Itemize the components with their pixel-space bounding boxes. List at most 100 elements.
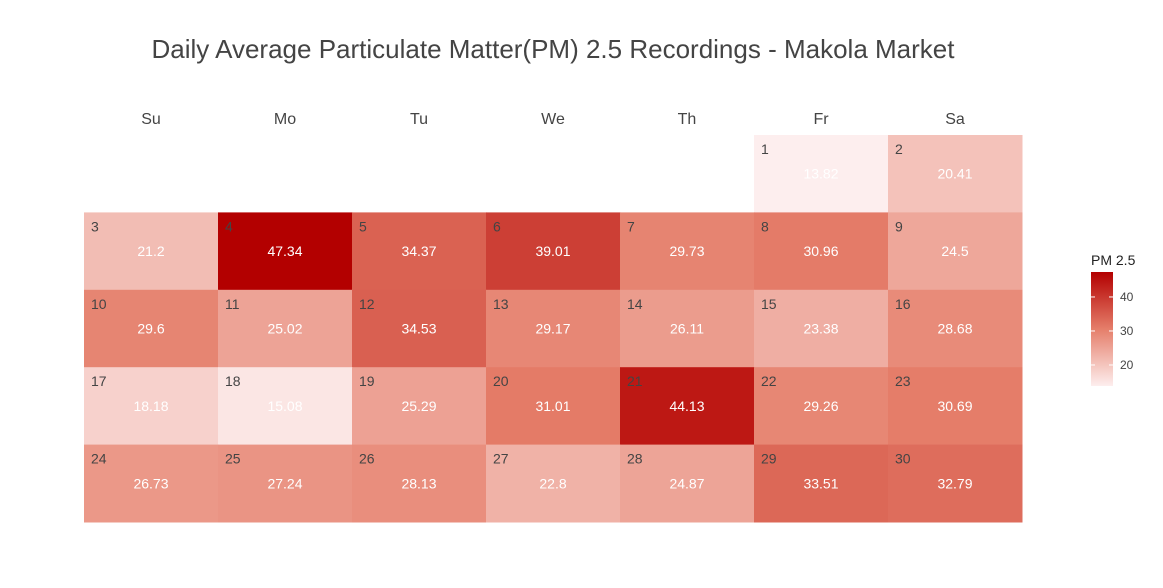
day-number: 24 [91, 451, 107, 467]
day-number: 12 [359, 296, 375, 312]
day-cell-fill [84, 444, 219, 523]
day-cell-13: 13 29.17 [486, 289, 621, 368]
day-cell-26: 26 28.13 [352, 444, 487, 523]
day-cell-fill [888, 289, 1023, 368]
day-cell-fill [486, 289, 621, 368]
day-value: 23.38 [803, 321, 838, 337]
day-cell-9: 924.5 [888, 212, 1023, 291]
day-cell-29: 29 33.51 [754, 444, 889, 523]
day-cell-30: 30 32.79 [888, 444, 1023, 523]
day-cell-fill [888, 212, 1023, 291]
day-number: 4 [225, 218, 233, 234]
day-value: 39.01 [535, 243, 570, 259]
legend-tick-label: 30 [1120, 324, 1134, 338]
day-value: 44.13 [669, 398, 704, 414]
day-value: 29.73 [669, 243, 704, 259]
day-cell-8: 830.96 [754, 212, 889, 291]
day-cell-fill [352, 212, 487, 291]
day-cell-17: 17 18.18 [84, 367, 219, 446]
day-cell-5: 534.37 [352, 212, 487, 291]
day-cell-fill [620, 444, 755, 523]
chart-title: Daily Average Particulate Matter(PM) 2.5… [152, 34, 956, 64]
day-cell-fill [352, 367, 487, 446]
weekday-label-th: Th [678, 111, 697, 128]
day-cell-20: 20 31.01 [486, 367, 621, 446]
day-number: 30 [895, 451, 911, 467]
day-number: 6 [493, 218, 501, 234]
day-cell-12: 12 34.53 [352, 289, 487, 368]
day-value: 24.5 [941, 243, 968, 259]
day-value: 30.69 [937, 398, 972, 414]
day-cell-fill [218, 212, 353, 291]
legend-title: PM 2.5 [1091, 252, 1136, 268]
day-cell-fill [218, 289, 353, 368]
day-value: 25.02 [267, 321, 302, 337]
day-number: 23 [895, 373, 911, 389]
day-value: 28.68 [937, 321, 972, 337]
day-cell-fill [888, 444, 1023, 523]
day-value: 47.34 [267, 243, 302, 259]
day-number: 11 [225, 296, 240, 312]
day-cell-25: 25 27.24 [218, 444, 353, 523]
day-value: 25.29 [401, 398, 436, 414]
legend-tick-label: 20 [1120, 358, 1134, 372]
day-number: 22 [761, 373, 777, 389]
day-cell-10: 10 29.6 [84, 289, 219, 368]
day-number: 3 [91, 218, 99, 234]
day-cell-19: 19 25.29 [352, 367, 487, 446]
day-cell-14: 14 26.11 [620, 289, 755, 368]
day-cell-15: 15 23.38 [754, 289, 889, 368]
day-cell-fill [84, 212, 219, 291]
day-cell-fill [754, 444, 889, 523]
day-number: 14 [627, 296, 643, 312]
weekday-label-sa: Sa [945, 111, 965, 128]
day-value: 29.6 [137, 321, 164, 337]
day-value: 34.37 [401, 243, 436, 259]
day-number: 13 [493, 296, 509, 312]
day-cell-fill [620, 289, 755, 368]
day-value: 28.13 [401, 475, 436, 491]
weekday-label-fr: Fr [813, 111, 829, 128]
day-cell-fill [486, 367, 621, 446]
day-cell-22: 22 29.26 [754, 367, 889, 446]
day-number: 19 [359, 373, 375, 389]
day-value: 27.24 [267, 475, 302, 491]
weekday-label-we: We [541, 111, 565, 128]
day-number: 1 [761, 141, 769, 157]
day-number: 26 [359, 451, 375, 467]
day-cell-fill [352, 444, 487, 523]
day-value: 24.87 [669, 475, 704, 491]
day-cell-fill [218, 444, 353, 523]
day-cell-2: 220.41 [888, 135, 1023, 213]
day-number: 27 [493, 451, 509, 467]
day-cell-11: 11 25.02 [218, 289, 353, 368]
day-cell-27: 27 22.8 [486, 444, 621, 523]
day-value: 18.18 [133, 398, 168, 414]
day-number: 7 [627, 218, 635, 234]
day-cell-18: 18 15.08 [218, 367, 353, 446]
day-cell-fill [620, 367, 755, 446]
day-value: 20.41 [937, 166, 972, 182]
day-number: 25 [225, 451, 241, 467]
day-cell-fill [620, 212, 755, 291]
day-value: 29.17 [535, 321, 570, 337]
weekday-label-su: Su [141, 111, 161, 128]
day-value: 31.01 [535, 398, 570, 414]
legend: PM 2.5 20 30 40 [1091, 252, 1136, 386]
day-value: 26.73 [133, 475, 168, 491]
day-cell-7: 729.73 [620, 212, 755, 291]
legend-ticks: 20 30 40 [1091, 290, 1134, 372]
day-cell-21: 21 44.13 [620, 367, 755, 446]
day-number: 15 [761, 296, 777, 312]
day-cell-24: 24 26.73 [84, 444, 219, 523]
day-cell-fill [754, 135, 889, 213]
day-cell-fill [754, 289, 889, 368]
day-cell-fill [218, 367, 353, 446]
day-number: 16 [895, 296, 911, 312]
day-value: 30.96 [803, 243, 838, 259]
legend-colorbar [1091, 272, 1113, 386]
day-value: 13.82 [803, 166, 838, 182]
legend-tick-label: 40 [1120, 290, 1134, 304]
day-number: 29 [761, 451, 777, 467]
